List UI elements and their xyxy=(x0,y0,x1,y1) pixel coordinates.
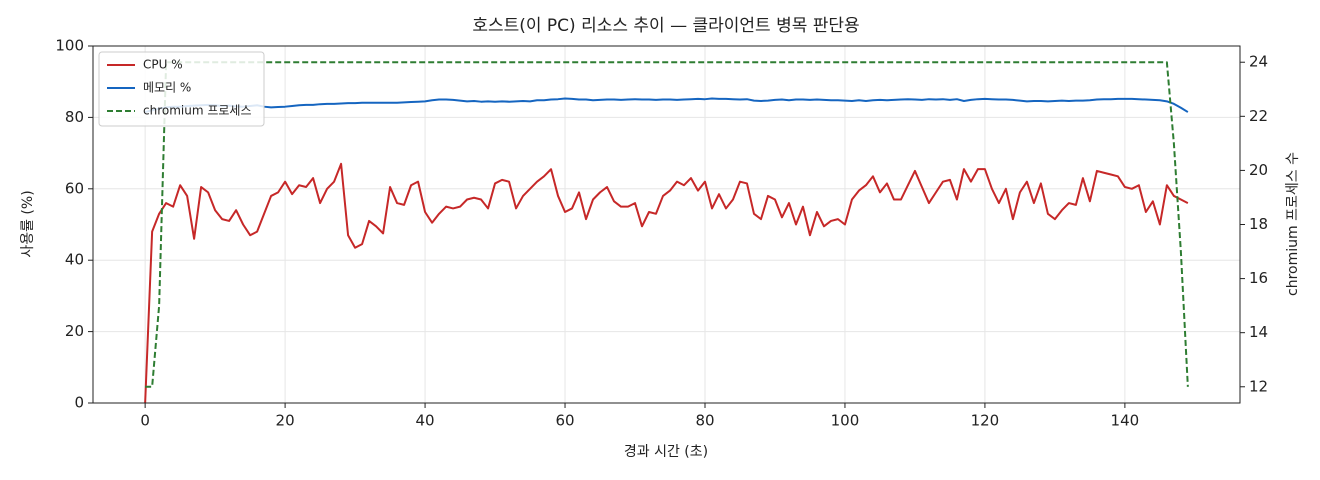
legend-label: chromium 프로세스 xyxy=(143,104,252,118)
series-line xyxy=(144,97,1189,114)
y2-tick-label: 16 xyxy=(1249,269,1268,287)
x-tick-label: 60 xyxy=(555,412,574,430)
y2-tick-label: 24 xyxy=(1249,53,1268,71)
x-tick-label: 100 xyxy=(831,412,860,430)
x-axis-label: 경과 시간 (초) xyxy=(624,444,708,460)
x-tick-label: 120 xyxy=(971,412,1000,430)
x-tick-label: 40 xyxy=(416,412,435,430)
y-tick-label: 20 xyxy=(65,322,84,340)
y2-tick-label: 18 xyxy=(1249,215,1268,233)
series-line xyxy=(144,162,1189,404)
legend-box xyxy=(98,51,265,127)
series-line xyxy=(145,61,1189,388)
chart-title: 호스트(이 PC) 리소스 추이 — 클라이언트 병목 판단용 xyxy=(472,16,859,36)
y-axis-label: 사용률 (%) xyxy=(20,190,36,257)
x-tick-label: 80 xyxy=(695,412,714,430)
y2-tick-label: 22 xyxy=(1249,107,1268,125)
y2-axis-label: chromium 프로세스 수 xyxy=(1285,152,1301,296)
x-tick-label: 20 xyxy=(276,412,295,430)
y-tick-label: 60 xyxy=(65,179,84,197)
y2-tick-label: 14 xyxy=(1249,323,1268,341)
y-tick-label: 80 xyxy=(65,108,84,126)
x-tick-label: 0 xyxy=(140,412,150,430)
y2-tick-label: 12 xyxy=(1249,377,1268,395)
y-tick-label: 40 xyxy=(65,251,84,269)
y2-tick-label: 20 xyxy=(1249,161,1268,179)
legend-label: 메모리 % xyxy=(143,81,191,95)
legend-label: CPU % xyxy=(143,58,183,72)
y-tick-label: 0 xyxy=(74,394,84,412)
y-tick-label: 100 xyxy=(55,37,84,55)
x-tick-label: 140 xyxy=(1111,412,1140,430)
plot-frame xyxy=(92,45,1241,404)
